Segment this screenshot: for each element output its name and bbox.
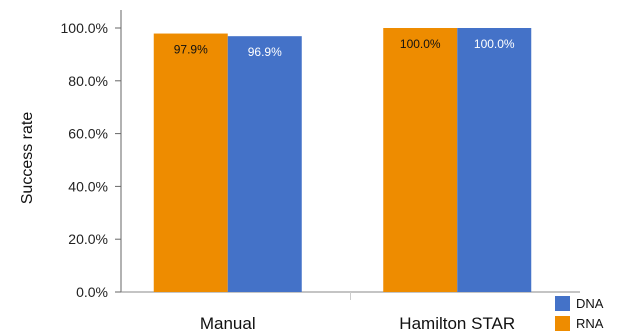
legend-label-dna: DNA [576, 296, 604, 311]
y-tick-label: 0.0% [76, 284, 108, 300]
data-label: 100.0% [400, 37, 441, 51]
legend: DNA RNA [555, 296, 604, 331]
y-tick-label: 60.0% [68, 126, 108, 142]
bar-dna-hamilton-star [457, 28, 532, 292]
bar-dna-manual [227, 36, 302, 293]
data-labels: 97.9% 96.9% 100.0% 100.0% [174, 37, 515, 59]
y-tick-label: 20.0% [68, 231, 108, 247]
bar-rna-hamilton-star [383, 28, 458, 292]
y-tick-label: 40.0% [68, 178, 108, 194]
y-tick-labels: 0.0% 20.0% 40.0% 60.0% 80.0% 100.0% [61, 20, 121, 300]
legend-label-rna: RNA [576, 316, 604, 331]
category-label: Manual [200, 314, 256, 333]
data-label: 100.0% [474, 37, 515, 51]
category-labels: Manual Hamilton STAR [200, 314, 515, 333]
bar-series [153, 28, 532, 293]
y-tick-label: 100.0% [61, 20, 108, 36]
data-label: 96.9% [248, 45, 282, 59]
legend-swatch-rna [555, 316, 570, 331]
category-label: Hamilton STAR [399, 314, 515, 333]
bar-rna-manual [153, 33, 228, 292]
data-label: 97.9% [174, 43, 208, 57]
y-tick-label: 80.0% [68, 73, 108, 89]
legend-swatch-dna [555, 296, 570, 311]
y-axis-label: Success rate [19, 112, 36, 205]
